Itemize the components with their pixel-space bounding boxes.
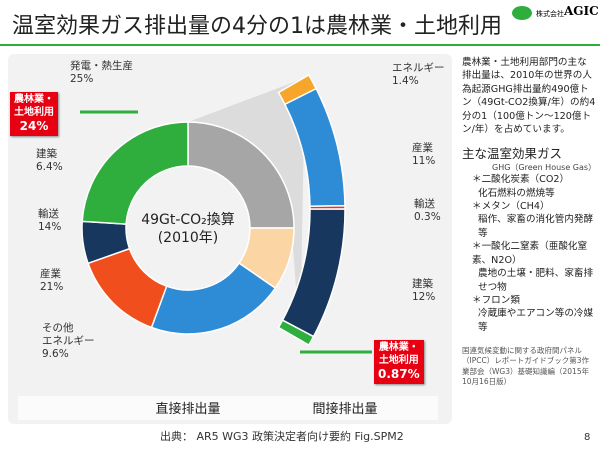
heading: 主な温室効果ガス [462,145,563,161]
category-label: 農林業・ 土地利用 [14,94,54,118]
segment [87,247,168,329]
highlight-label: 農林業・ 土地利用 24% [10,92,58,136]
page-number: 8 [584,432,591,443]
segment [81,121,189,225]
description: 農林業・土地利用部門の主な排出量は、2010年の世界の人為起源GHG排出量約49… [462,57,596,136]
center-label: (2010年) [158,230,219,246]
gas-detail: 農地の土壌・肥料、家畜排せつ物 [478,268,594,293]
category-label: 発電・熱生産 [70,60,133,72]
value-label: 24% [19,119,49,133]
category-label: エネルギー [392,62,445,74]
gas-detail: 冷蔵庫やエアコン等の冷媒等 [478,308,594,333]
value-label: 6.4% [36,161,63,173]
category-label: その他 エネルギー [42,322,95,348]
value-label: 0.3% [414,211,441,223]
segment [187,121,295,229]
citation: 国連気候変動に関する政府間パネル（IPCC）レポートガイドブック第3作業部会（W… [462,346,590,386]
gas-name: ＊一酸化二窒素（亜酸化窒素、N2O） [472,241,588,266]
gas-name: ＊二酸化炭素（CO2） [472,174,570,186]
gas-detail: 稲作、家畜の消化管内発酵等 [478,214,594,239]
value-label: 9.6% [42,348,69,360]
value-label: 12% [412,291,436,303]
category-label: 建築 [36,148,57,160]
side-panel: 農林業・土地利用部門の主な排出量は、2010年の世界の人為起源GHG排出量約49… [462,56,596,387]
value-label: 1.4% [392,75,419,87]
category-label: 農林業・ 土地利用 [378,342,419,366]
gas-name: ＊フロン類 [472,295,520,307]
subheading: GHG（Green House Gas） [492,163,597,173]
segment [277,319,315,347]
value-label: 0.87% [378,367,420,381]
category-label: 産業 [412,142,433,154]
logo: 株式会社 AGIC [512,4,599,26]
label-bar [18,396,438,420]
category-label: 建築 [412,278,433,290]
gas-detail: 化石燃料の燃焼等 [478,187,555,199]
logo-small: 株式会社 [536,10,564,18]
logo-name: AGIC [564,4,599,18]
gas-name: ＊メタン（CH4） [472,201,550,213]
source: 出典： AR5 WG3 政策決定者向け要約 Fig.SPM2 [160,430,404,443]
center-label: 49Gt-CO₂換算 [141,212,235,228]
axis-label: 直接排出量 [155,401,220,417]
category-label: 輸送 [414,198,435,210]
value-label: 11% [412,155,436,167]
gas-list: ＊二酸化炭素（CO2） 化石燃料の燃焼等 ＊メタン（CH4） 稲作、家畜の消化管内発酵… [462,173,596,334]
value-label: 21% [40,281,64,293]
title-rule [0,44,600,46]
category-label: 産業 [40,268,61,280]
value-label: 25% [70,73,94,85]
axis-label: 間接排出量 [312,401,377,417]
slide-title: 温室効果ガス排出量の4分の1は農林業・土地利用 [12,14,502,39]
value-label: 14% [38,221,62,233]
highlight-label: 農林業・ 土地利用 0.87% [374,340,424,384]
logo-mark [512,6,532,20]
category-label: 輸送 [38,208,59,220]
